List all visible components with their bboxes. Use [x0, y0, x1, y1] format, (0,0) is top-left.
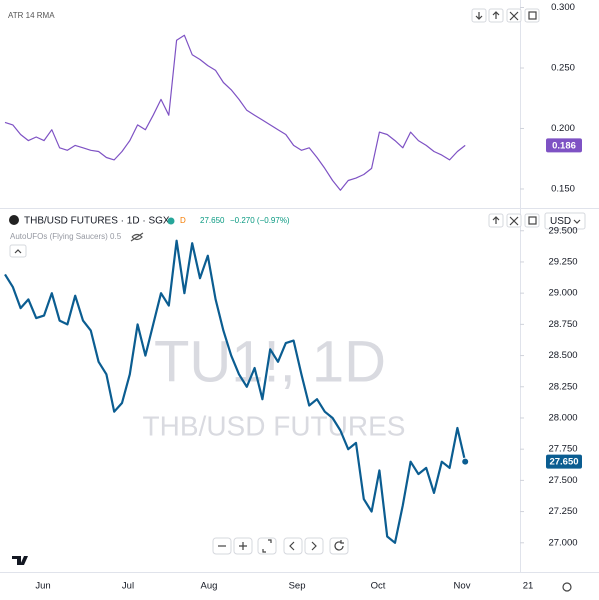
maximize-button[interactable] — [524, 213, 540, 228]
icon — [334, 540, 344, 551]
icon — [492, 11, 500, 19]
x-tick-label: Nov — [454, 581, 471, 592]
last-value-label: 0.186 — [552, 140, 576, 151]
y-tick-label: 28.250 — [548, 381, 577, 392]
y-tick-label: 0.250 — [551, 63, 575, 74]
last-point — [461, 457, 470, 466]
y-tick-label: 27.250 — [548, 506, 577, 517]
icon — [528, 11, 537, 20]
series-line — [4, 34, 466, 191]
atr-title: ATR 14 RMA — [8, 11, 55, 20]
price-pane-buttons — [488, 212, 586, 230]
interval-badge: D — [180, 216, 186, 225]
y-tick-label: 28.750 — [548, 319, 577, 330]
y-tick-label: 27.750 — [548, 444, 577, 455]
last-value-badge — [546, 454, 582, 469]
watermark-name: THB/USD FUTURES — [143, 410, 406, 441]
icon — [509, 216, 519, 226]
scroll-left-button[interactable] — [283, 537, 303, 555]
symbol-logo — [9, 215, 19, 225]
refresh-button[interactable] — [329, 537, 349, 555]
y-tick-label: 29.000 — [548, 288, 577, 299]
navigation-buttons — [212, 537, 349, 555]
y-tick-label: 27.500 — [548, 475, 577, 486]
icon — [528, 216, 537, 225]
maximize-button[interactable] — [524, 8, 540, 23]
icon — [509, 11, 519, 21]
reset-button[interactable] — [257, 537, 277, 555]
y-tick-label: 0.150 — [551, 183, 575, 194]
collapse-button[interactable] — [9, 244, 27, 258]
x-tick-label: Aug — [201, 581, 218, 592]
icon — [262, 539, 272, 553]
dropdown-icon — [573, 219, 581, 224]
x-tick-label: Jul — [122, 581, 134, 592]
y-tick-label: 27.000 — [548, 537, 577, 548]
atr-pane-buttons — [471, 8, 540, 23]
icon — [492, 216, 500, 224]
currency: USD — [550, 216, 571, 227]
symbol-title: THB/USD FUTURES · 1D · SGX — [24, 216, 170, 227]
icon — [239, 542, 247, 550]
y-tick-label: 29.500 — [548, 225, 577, 236]
hide-indicator-icon[interactable] — [130, 232, 144, 242]
settings-button[interactable] — [562, 582, 572, 592]
y-tick-label: 0.300 — [551, 2, 575, 13]
scroll-right-button[interactable] — [304, 537, 324, 555]
y-tick-label: 28.000 — [548, 412, 577, 423]
x-tick-label: Sep — [289, 581, 306, 592]
icon — [289, 541, 295, 551]
series-line — [4, 239, 467, 544]
watermark-symbol: TU1!, 1D — [154, 329, 386, 394]
icon — [14, 249, 22, 254]
x-tick-label: Oct — [371, 581, 386, 592]
y-tick-label: 0.200 — [551, 123, 575, 134]
indicator-name: AutoUFOs (Flying Saucers) 0.5 — [10, 232, 122, 241]
market-status — [167, 217, 175, 225]
last-value-label: 27.650 — [549, 457, 578, 468]
icon — [475, 12, 483, 20]
price-change: −0.270 (−0.97%) — [230, 216, 290, 225]
x-tick-label: Jun — [35, 581, 50, 592]
last-value-badge — [546, 138, 582, 153]
tradingview-logo — [12, 556, 28, 565]
y-tick-label: 28.500 — [548, 350, 577, 361]
x-tick-label: 21 — [523, 581, 534, 592]
y-tick-label: 29.250 — [548, 256, 577, 267]
currency-selector[interactable] — [544, 212, 586, 230]
last-price: 27.650 — [200, 216, 225, 225]
icon — [311, 541, 317, 551]
